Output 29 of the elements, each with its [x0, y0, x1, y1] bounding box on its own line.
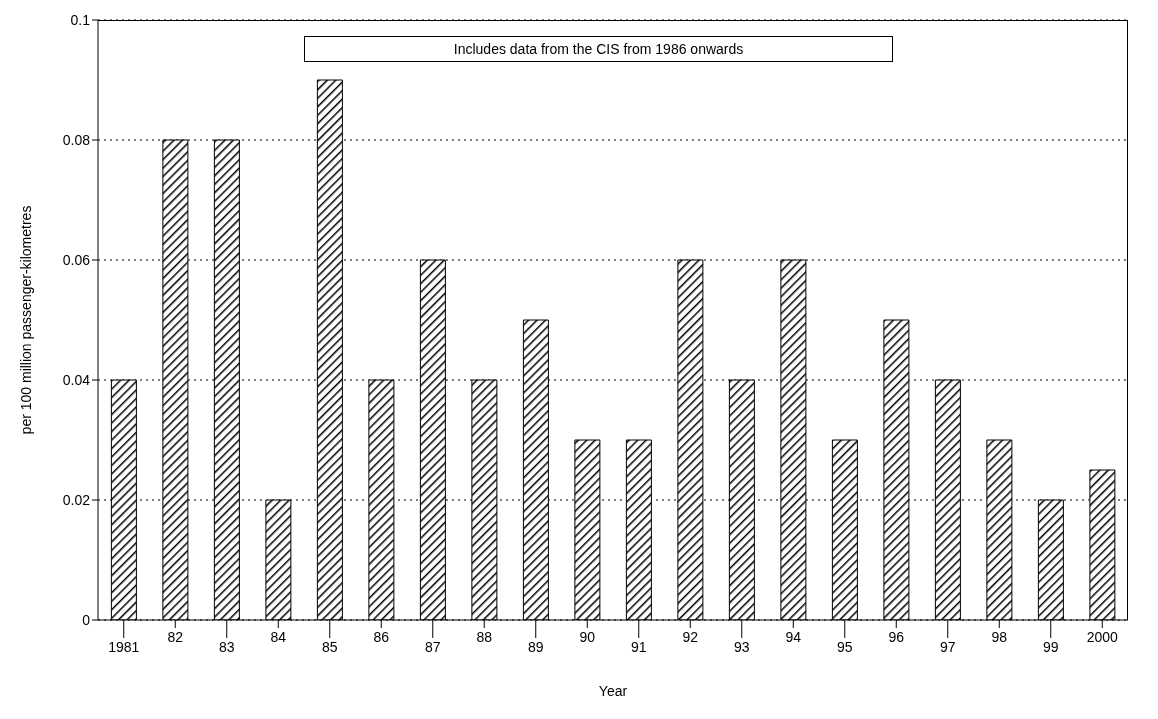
x-tick-label: 82	[167, 629, 184, 645]
x-tick-label: 99	[1042, 639, 1059, 655]
x-tick-label: 83	[218, 639, 235, 655]
x-tick-label: 93	[733, 639, 750, 655]
x-tick-label: 96	[888, 629, 905, 645]
x-tick-label: 87	[424, 639, 441, 655]
x-tick-label: 98	[991, 629, 1008, 645]
x-tick-label: 1981	[108, 639, 140, 655]
y-tick-label: 0.04	[62, 371, 91, 388]
y-tick-label: 0.06	[62, 251, 91, 268]
x-tick-label: 88	[476, 629, 493, 645]
x-tick-label: 86	[373, 629, 390, 645]
x-tick-label: 92	[682, 629, 699, 645]
x-tick-label: 94	[785, 629, 802, 645]
x-tick-label: 95	[836, 639, 853, 655]
note-box: Includes data from the CIS from 1986 onwards	[304, 36, 894, 62]
y-tick-label: 0	[82, 611, 91, 628]
x-tick-label: 91	[630, 639, 647, 655]
x-tick-label: 84	[270, 629, 287, 645]
x-tick-label: 89	[527, 639, 544, 655]
x-tick-label: 90	[579, 629, 596, 645]
y-tick-label: 0.08	[62, 131, 91, 148]
x-axis-title: Year	[598, 683, 628, 699]
x-tick-label: 97	[939, 639, 956, 655]
y-axis-title: per 100 million passenger-kilometres	[17, 205, 34, 435]
y-tick-label: 0.1	[70, 11, 91, 28]
x-tick-label: 2000	[1086, 629, 1119, 645]
y-tick-label: 0.02	[62, 491, 91, 508]
x-tick-label: 85	[321, 639, 338, 655]
